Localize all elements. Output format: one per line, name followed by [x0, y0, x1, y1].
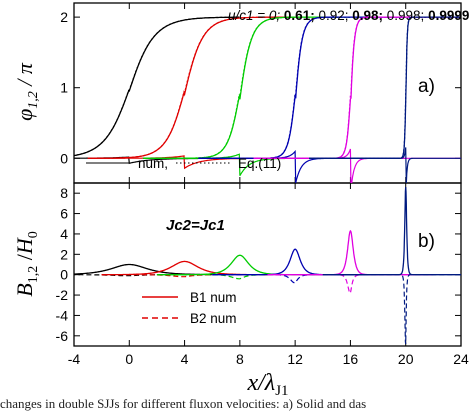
bot-y-tick-label-2: -2 — [56, 287, 69, 303]
phi1-eq11-u-0.98 — [198, 16, 406, 159]
svg-text:φ1,2 / π: φ1,2 / π — [12, 62, 41, 121]
x-tick-label-6: 20 — [398, 351, 414, 367]
top-y-tick-label-2: 2 — [60, 9, 68, 25]
top-y-tick-label-1: 1 — [60, 80, 68, 96]
panel-label-b: b) — [418, 231, 435, 252]
panel-label-a: a) — [418, 76, 435, 97]
legend-b2-label: B2 num — [190, 311, 237, 326]
B1-curve-x0-0 — [74, 263, 213, 276]
svg-text:B1,2 /H0: B1,2 /H0 — [12, 231, 41, 296]
phi1-eq11-u-0 — [74, 16, 240, 157]
x-tick-label-3: 8 — [236, 351, 244, 367]
phi1-eq11-u-0.61 — [87, 16, 296, 159]
bot-y-tick-label-4: 2 — [60, 246, 68, 262]
B2-curve-x0-16 — [267, 274, 434, 294]
B1-curve-x0-4 — [101, 260, 268, 276]
legend-num-label: num, — [138, 156, 168, 171]
bot-y-tick-label-1: -4 — [56, 307, 69, 323]
bot-y-tick-label-6: 6 — [60, 206, 68, 222]
x-tick-label-2: 4 — [181, 351, 189, 367]
bot-y-tick-label-7: 8 — [60, 185, 68, 201]
x-tick-label-4: 12 — [287, 351, 303, 367]
B2-curve-x0-20 — [322, 274, 461, 345]
B1-curve-x0-20 — [322, 187, 461, 276]
velocity-header: u/c1 = 0; 0.61; 0.92; 0.98; 0.998; 0.999… — [228, 8, 469, 23]
bottom-panel-frame — [73, 182, 462, 347]
B1-curve-x0-8 — [156, 254, 323, 276]
legend-b1-label: B1 num — [190, 290, 237, 305]
phi2-curve-u-0.9999 — [309, 147, 461, 183]
phi1-eq11-u-0.92 — [143, 16, 351, 159]
legend-eq-label: Eq.(11) — [238, 156, 281, 171]
figure-caption: changes in double SJJs for different flu… — [0, 396, 367, 411]
phi1-eq11-u-0.998 — [253, 16, 461, 159]
x-tick-label-1: 0 — [125, 351, 133, 367]
bottom-curves — [74, 187, 461, 345]
bot-y-tick-label-5: 4 — [60, 226, 68, 242]
jc-annotation: Jc2=Jc1 — [166, 217, 225, 234]
bot-y-tick-label-0: -6 — [56, 328, 69, 344]
phi1-curve-u-0.92 — [143, 16, 351, 159]
x-axis-label: x/λJ1 — [246, 370, 288, 396]
x-tick-label-0: -4 — [68, 351, 81, 367]
phi2-curve-u-0.98 — [198, 149, 406, 183]
phi1-eq11-u-0.9999 — [309, 16, 461, 159]
bot-y-tick-label-3: 0 — [60, 267, 68, 283]
top-curves — [74, 16, 461, 183]
x-tick-label-5: 16 — [343, 351, 359, 367]
x-tick-label-7: 24 — [453, 351, 469, 367]
top-ylabel: φ1,2 / π — [12, 62, 41, 121]
bottom-ylabel: B1,2 /H0 — [12, 231, 41, 296]
top-y-tick-label-0: 0 — [60, 150, 68, 166]
phi1-curve-u-0.9999 — [309, 16, 461, 159]
phi1-curve-u-0.61 — [87, 16, 296, 159]
